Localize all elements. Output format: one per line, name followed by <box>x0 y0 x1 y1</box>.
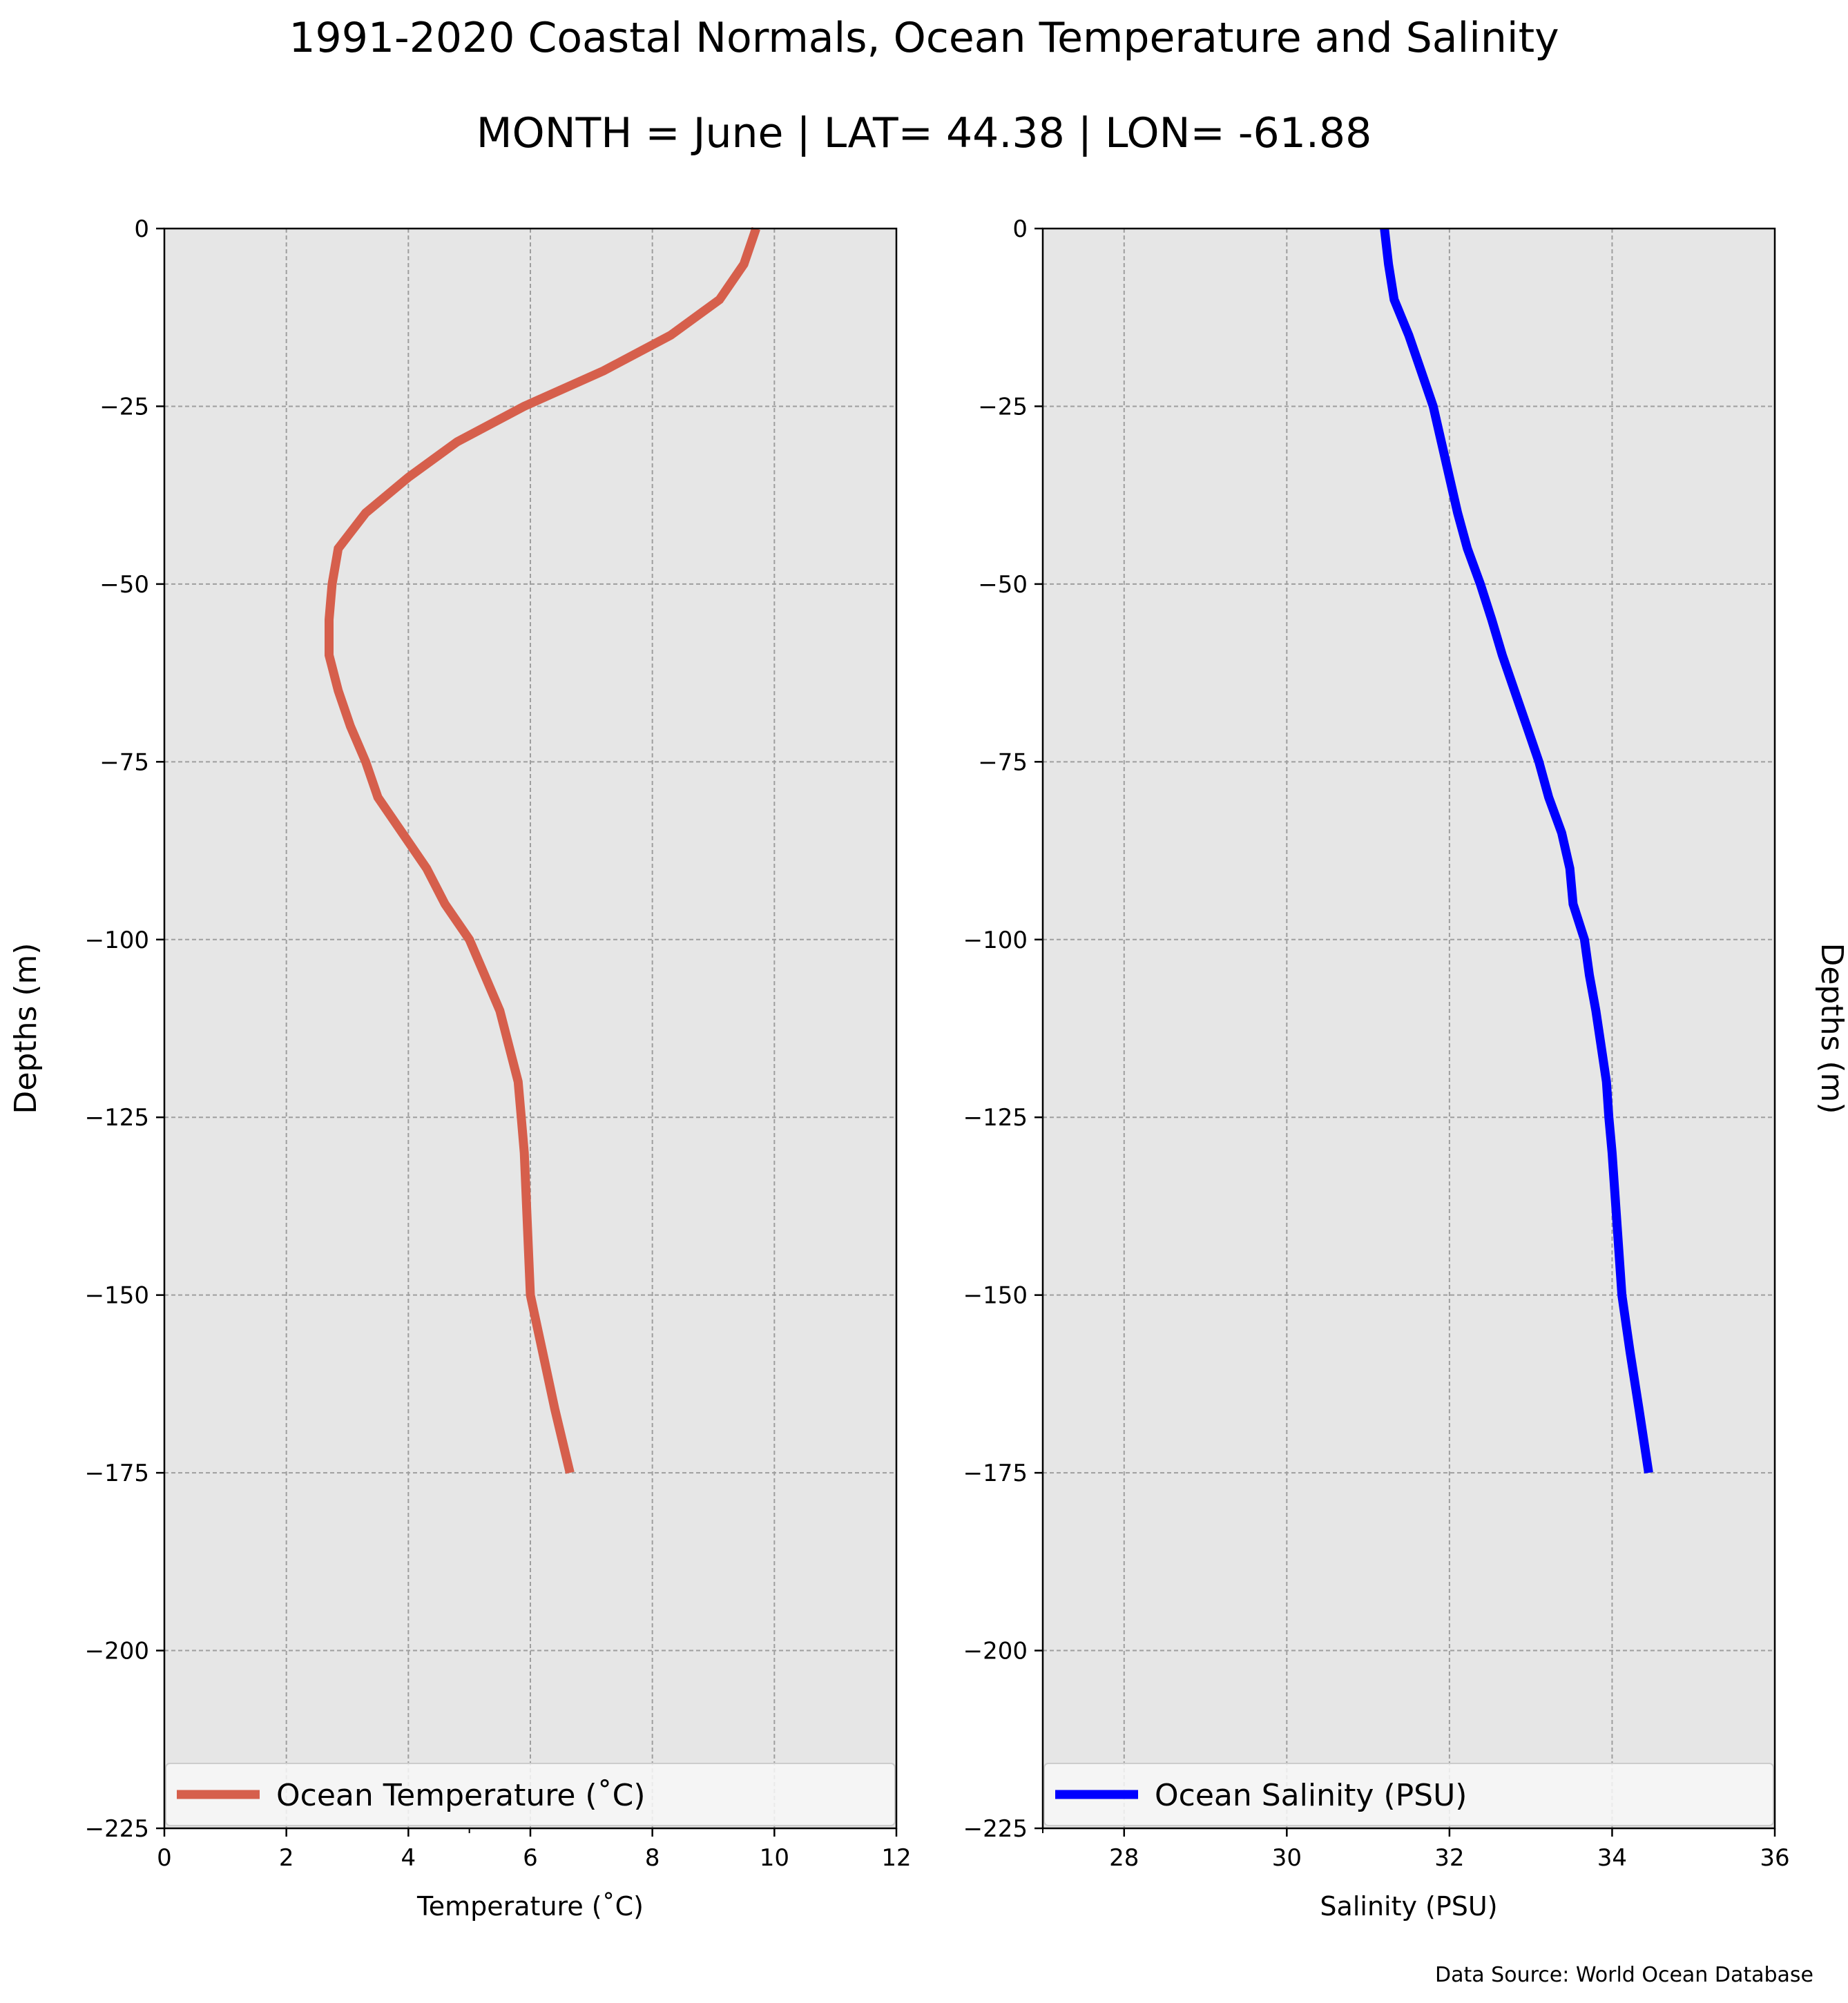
legend-box <box>1043 1763 1774 1826</box>
y-axis-label: Depths (m) <box>8 942 44 1114</box>
y-tick-label: −225 <box>963 1815 1028 1843</box>
y-tick-label: −100 <box>85 927 149 954</box>
y-tick-label: 0 <box>134 215 149 243</box>
x-tick-label: 8 <box>645 1844 660 1872</box>
y-tick-label: −200 <box>963 1638 1028 1665</box>
data-source-note: Data Source: World Ocean Database <box>1435 1963 1813 1987</box>
x-tick-label: 28 <box>1109 1844 1139 1872</box>
y-tick-label: −50 <box>978 571 1028 599</box>
y-tick-label: −100 <box>963 927 1028 954</box>
y-tick-label: −75 <box>99 748 149 776</box>
y-tick-label: −150 <box>963 1282 1028 1310</box>
x-tick-label: 4 <box>401 1844 416 1872</box>
x-axis-label: Temperature (˚C) <box>416 1891 644 1922</box>
x-tick-label: 2 <box>279 1844 294 1872</box>
x-tick-label: 6 <box>523 1844 538 1872</box>
legend-label: Ocean Salinity (PSU) <box>1155 1778 1467 1813</box>
x-tick-label: 10 <box>760 1844 789 1872</box>
legend-label: Ocean Temperature (˚C) <box>276 1778 646 1813</box>
y-tick-label: −75 <box>978 748 1028 776</box>
x-axis-label: Salinity (PSU) <box>1320 1891 1497 1922</box>
y-axis-label: Depths (m) <box>1814 942 1848 1114</box>
x-tick-label: 12 <box>881 1844 911 1872</box>
y-tick-label: −125 <box>85 1104 149 1132</box>
x-tick-label: 36 <box>1760 1844 1789 1872</box>
x-tick-label: 34 <box>1597 1844 1627 1872</box>
y-tick-label: 0 <box>1012 215 1028 243</box>
salinity-panel: Ocean Salinity (PSU) 28 30 32 34 36 0 −25 −50 −75… <box>963 215 1848 1922</box>
y-tick-label: −50 <box>99 571 149 599</box>
y-tick-label: −225 <box>85 1815 149 1843</box>
axes-frame <box>1041 227 1776 1830</box>
series-line-0 <box>1380 228 1653 1474</box>
figure-title: 1991-2020 Coastal Normals, Ocean Tempera… <box>289 14 1559 62</box>
y-tick-label: −25 <box>99 393 149 420</box>
x-tick-label: 32 <box>1434 1844 1464 1872</box>
y-tick-label: −25 <box>978 393 1028 420</box>
x-tick-label: 0 <box>157 1844 172 1872</box>
y-tick-label: −125 <box>963 1104 1028 1132</box>
y-tick-label: −150 <box>85 1282 149 1310</box>
plot-background <box>164 229 896 1828</box>
temperature-panel: Ocean Temperature (˚C) 0 2 4 6 8 10 12 0 −25 −50 −7… <box>8 215 912 1922</box>
figure-subtitle: MONTH = June | LAT= 44.38 | LON= -61.88 <box>476 109 1372 157</box>
y-tick-label: −175 <box>963 1460 1028 1487</box>
y-tick-label: −200 <box>85 1638 149 1665</box>
plot-background <box>1043 229 1775 1828</box>
legend-box <box>165 1763 896 1826</box>
x-tick-label: 30 <box>1272 1844 1302 1872</box>
y-tick-label: −175 <box>85 1460 149 1487</box>
series-line-0 <box>325 226 760 1474</box>
